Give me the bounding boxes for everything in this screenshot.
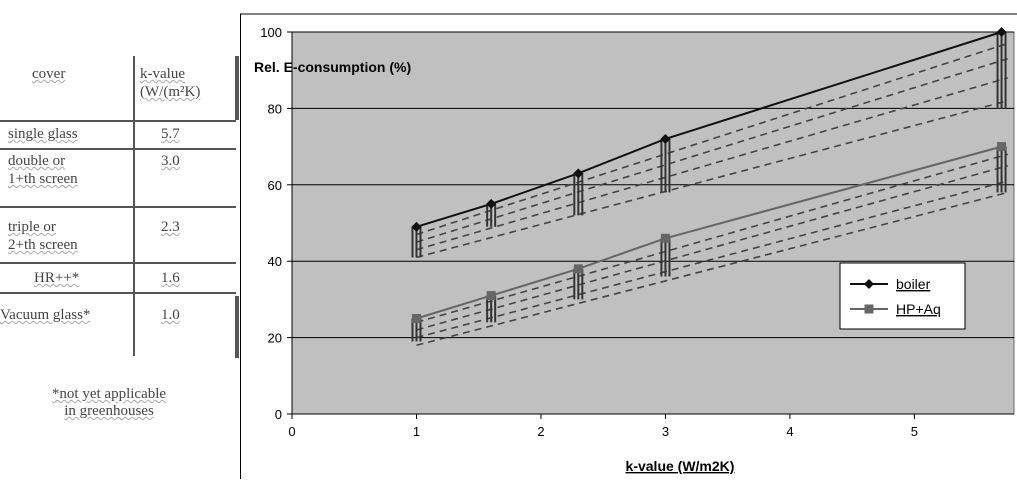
plot-area <box>291 31 1015 415</box>
legend: boiler HP+Aq <box>839 262 966 330</box>
row-cover: Vacuum glass* <box>0 307 91 323</box>
x-tick-label: 1 <box>413 424 420 439</box>
header-kvalue-line1: k-value <box>140 66 185 82</box>
dashed-line <box>416 164 1008 331</box>
y-tick-label: 60 <box>268 178 282 193</box>
axes: 0 20 40 60 80 100 0 1 2 3 4 5 <box>260 25 1014 439</box>
table-edge-bar <box>235 296 239 358</box>
data-point <box>486 291 496 301</box>
row-cover-line2: 1+th screen <box>8 171 78 187</box>
dashed-line <box>416 99 1008 259</box>
row-kvalue: 1.6 <box>161 270 180 286</box>
cover-table: cover k-value (W/(m²K) single glass 5.7 … <box>0 0 240 479</box>
legend-marker <box>864 279 874 289</box>
row-cover-line2: 2+th screen <box>8 237 78 253</box>
energy-consumption-chart: 0 20 40 60 80 100 0 1 2 3 4 5 Rel. E-consumption (%… <box>239 13 1017 479</box>
y-tick-label: 100 <box>260 25 282 40</box>
dashed-line <box>416 180 1008 339</box>
legend-marker <box>864 304 874 314</box>
x-tick-label: 5 <box>911 424 918 439</box>
x-axis-title: k-value (W/m2K) <box>626 458 735 474</box>
data-point <box>486 198 497 209</box>
table-divider <box>0 262 236 264</box>
data-point <box>660 233 670 243</box>
legend-label: boiler <box>896 276 931 292</box>
data-point <box>411 314 421 323</box>
dashed-line <box>416 191 1008 347</box>
range-bars <box>411 32 1007 342</box>
footnote-line2: in greenhouses <box>64 403 154 419</box>
data-point <box>573 168 584 179</box>
x-tick-label: 4 <box>786 424 793 439</box>
row-kvalue: 5.7 <box>161 126 180 142</box>
x-tick-label: 3 <box>662 424 669 439</box>
table-divider <box>0 206 236 208</box>
dashed-projection-lines <box>416 42 1009 347</box>
dashed-line <box>416 77 1008 251</box>
data-point <box>997 142 1007 152</box>
table-divider <box>0 148 236 150</box>
table-column-divider <box>133 56 135 356</box>
gridlines <box>292 31 1014 339</box>
dashed-line <box>416 153 1008 324</box>
footnote-line1: *not yet applicable <box>51 386 167 402</box>
dashed-line <box>416 42 1009 236</box>
row-kvalue: 3.0 <box>161 153 180 169</box>
table-edge-bar <box>235 56 239 120</box>
table-divider <box>0 292 236 294</box>
header-cover: cover <box>32 66 66 82</box>
x-tick-label: 2 <box>537 424 544 439</box>
table-divider <box>0 120 236 122</box>
row-cover: double or <box>8 153 66 169</box>
row-kvalue: 2.3 <box>161 219 180 235</box>
series-markers <box>411 27 1007 323</box>
data-point <box>660 133 671 144</box>
data-point <box>996 27 1007 37</box>
y-tick-label: 40 <box>268 254 282 269</box>
header-kvalue-line2: (W/(m²K) <box>140 84 201 100</box>
legend-label: HP+Aq <box>896 301 941 317</box>
row-cover: single glass <box>8 126 78 142</box>
chart-title: Rel. E-consumption (%) <box>254 59 411 75</box>
x-tick-label: 0 <box>288 424 295 439</box>
y-tick-label: 20 <box>268 331 282 346</box>
data-point <box>411 221 422 232</box>
data-point <box>573 264 583 274</box>
row-cover: HR++* <box>34 270 80 286</box>
y-tick-label: 0 <box>275 407 282 422</box>
footnote: *not yet applicable in greenhouses <box>14 386 204 420</box>
y-tick-label: 80 <box>268 101 282 116</box>
chart-area: 0 20 40 60 80 100 0 1 2 3 4 5 Rel. E-consumption (%… <box>239 0 1017 479</box>
row-cover: triple or <box>8 219 56 235</box>
legend-box <box>839 262 966 330</box>
row-kvalue: 1.0 <box>161 307 180 323</box>
